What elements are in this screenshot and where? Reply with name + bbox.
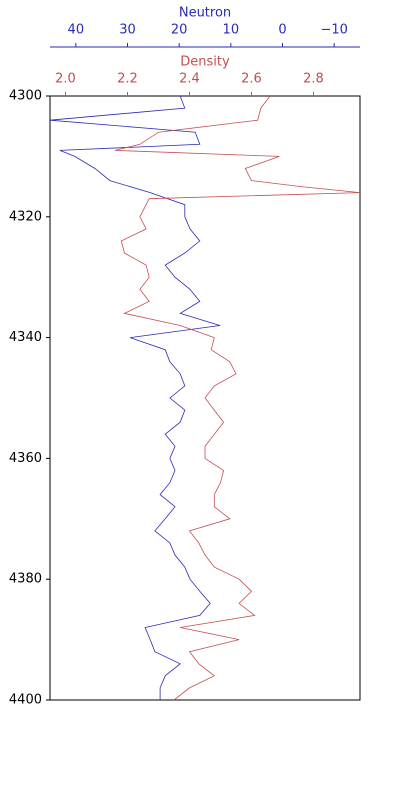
x-tick-label: 2.0	[55, 72, 76, 87]
x2-tick-label: 0	[278, 23, 286, 38]
x2-tick-label: 20	[171, 23, 188, 38]
y-tick-label: 4300	[9, 89, 42, 104]
x2-tick-label: 40	[68, 23, 85, 38]
y-tick-label: 4320	[9, 209, 42, 224]
y-tick-label: 4400	[9, 693, 42, 708]
x-tick-label: 2.4	[179, 72, 200, 87]
x-axis-label: Density	[180, 55, 230, 70]
x2-tick-label: 30	[119, 23, 136, 38]
x-tick-label: 2.6	[241, 72, 262, 87]
x2-tick-label: 10	[223, 23, 240, 38]
y-tick-label: 4380	[9, 572, 42, 587]
plot-frame	[49, 95, 361, 701]
y-tick-label: 4340	[9, 330, 42, 345]
x-tick-label: 2.2	[117, 72, 138, 87]
x2-tick-label: −10	[320, 23, 347, 38]
x2-axis-label: Neutron	[179, 6, 231, 21]
log-curve	[50, 96, 221, 700]
log-curve	[115, 96, 360, 700]
x-tick-label: 2.8	[303, 72, 324, 87]
y-tick-label: 4360	[9, 451, 42, 466]
